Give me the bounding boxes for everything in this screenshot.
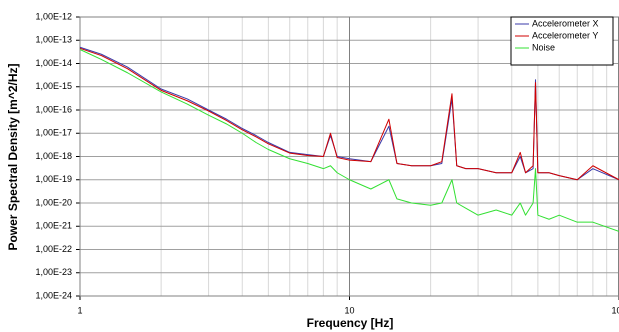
- x-tick-label: 10: [344, 305, 354, 315]
- x-axis-title: Frequency [Hz]: [307, 316, 394, 330]
- y-axis-title: Power Spectral Density [m^2/Hz]: [6, 63, 20, 250]
- y-tick-label: 1,00E-15: [35, 81, 72, 91]
- y-tick-label: 1,00E-17: [35, 128, 72, 138]
- y-tick-label: 1,00E-20: [35, 197, 72, 207]
- legend: Accelerometer X Accelerometer Y Noise: [510, 16, 614, 66]
- legend-label: Noise: [532, 42, 555, 52]
- y-tick-label: 1,00E-22: [35, 244, 72, 254]
- y-tick-label: 1,00E-21: [35, 221, 72, 231]
- series-line: [79, 49, 619, 232]
- legend-label: Accelerometer X: [532, 18, 599, 28]
- x-tick-label: 1: [77, 305, 82, 315]
- x-tick-label: 100: [611, 305, 619, 315]
- y-tick-label: 1,00E-18: [35, 151, 72, 161]
- y-tick-label: 1,00E-13: [35, 35, 72, 45]
- y-tick-label: 1,00E-16: [35, 104, 72, 114]
- y-tick-label: 1,00E-24: [35, 290, 72, 300]
- y-tick-label: 1,00E-23: [35, 267, 72, 277]
- legend-label: Accelerometer Y: [532, 30, 598, 40]
- legend-box: [510, 16, 614, 66]
- series-line: [79, 47, 619, 181]
- y-tick-label: 1,00E-19: [35, 174, 72, 184]
- y-tick-label: 1,00E-12: [35, 11, 72, 21]
- y-tick-label: 1,00E-14: [35, 58, 72, 68]
